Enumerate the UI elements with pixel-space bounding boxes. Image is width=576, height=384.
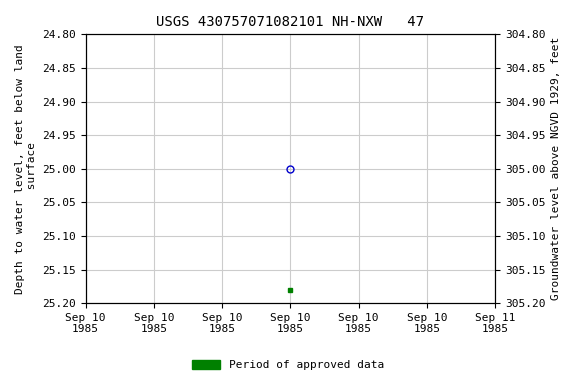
Y-axis label: Depth to water level, feet below land
 surface: Depth to water level, feet below land su… xyxy=(15,44,37,294)
Y-axis label: Groundwater level above NGVD 1929, feet: Groundwater level above NGVD 1929, feet xyxy=(551,37,561,300)
Legend: Period of approved data: Period of approved data xyxy=(188,356,388,375)
Title: USGS 430757071082101 NH-NXW   47: USGS 430757071082101 NH-NXW 47 xyxy=(157,15,425,29)
